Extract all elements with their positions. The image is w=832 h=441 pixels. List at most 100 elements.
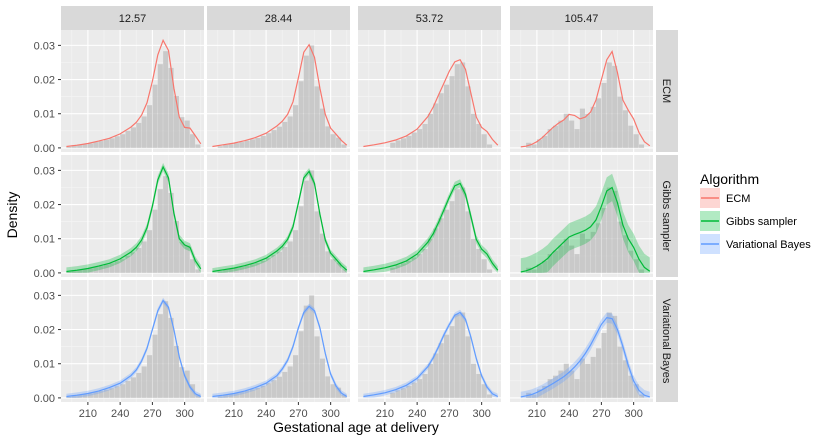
histogram-bar xyxy=(136,247,142,273)
histogram-bar xyxy=(460,187,466,273)
histogram-bar xyxy=(395,265,401,273)
histogram-bar xyxy=(104,139,110,148)
histogram-bar xyxy=(596,348,602,398)
histogram-bar xyxy=(244,140,250,148)
histogram-bar xyxy=(476,248,482,273)
y-tick-label: 0.01 xyxy=(34,234,55,246)
histogram-bar xyxy=(217,271,223,273)
histogram-bar xyxy=(282,246,288,273)
histogram-bar xyxy=(481,384,487,398)
histogram-bar xyxy=(82,144,88,148)
histogram-bar xyxy=(179,367,185,398)
y-tick-label: 0.01 xyxy=(34,109,55,121)
histogram-bar xyxy=(282,121,288,148)
histogram-bar xyxy=(325,126,331,148)
facet-panel xyxy=(61,155,204,277)
histogram-bar xyxy=(444,334,450,398)
histogram-bar xyxy=(406,260,412,273)
histogram-bar xyxy=(433,353,439,398)
histogram-bar xyxy=(282,371,288,398)
histogram-bar xyxy=(487,269,493,273)
histogram-bar xyxy=(395,390,401,398)
histogram-bar xyxy=(239,142,245,148)
column-strip xyxy=(207,6,350,30)
histogram-bar xyxy=(179,242,185,273)
histogram-bar xyxy=(639,394,645,398)
x-tick-label: 270 xyxy=(289,408,307,420)
x-axis-title: Gestational age at delivery xyxy=(273,419,439,435)
histogram-bar xyxy=(260,135,266,148)
histogram-bar xyxy=(276,376,282,398)
histogram-bar xyxy=(536,389,542,398)
histogram-bar xyxy=(255,262,261,273)
histogram-bar xyxy=(147,105,153,148)
legend-label: Variational Bayes xyxy=(726,239,811,251)
histogram-bar xyxy=(109,388,115,398)
histogram-bar xyxy=(590,106,596,148)
histogram-bar xyxy=(633,259,639,273)
histogram-bar xyxy=(163,51,169,148)
histogram-bar xyxy=(341,269,347,273)
histogram-bar xyxy=(569,245,575,273)
histogram-bar xyxy=(98,141,104,148)
histogram-bar xyxy=(553,125,559,148)
density-curve xyxy=(363,58,499,148)
histogram-bar xyxy=(66,146,72,148)
histogram-bar xyxy=(617,96,623,148)
histogram-bar xyxy=(87,268,93,273)
histogram-bar xyxy=(319,233,325,273)
row-strip-label: ECM xyxy=(660,79,672,103)
histogram-bar xyxy=(476,123,482,148)
histogram-bar xyxy=(390,392,396,398)
histogram-bar xyxy=(579,358,585,398)
histogram-bar xyxy=(542,260,548,273)
histogram-bar xyxy=(481,134,487,148)
histogram-bar xyxy=(223,144,229,148)
histogram-bar xyxy=(585,363,591,398)
histogram-bar xyxy=(276,251,282,273)
histogram-bar xyxy=(195,394,201,398)
legend-label: Gibbs sampler xyxy=(726,216,797,228)
histogram-bar xyxy=(454,64,460,148)
histogram-bar xyxy=(596,98,602,148)
histogram-bar xyxy=(298,331,304,398)
legend: Algorithm ECM Gibbs sampler Variational Ba… xyxy=(700,171,811,254)
histogram-bar xyxy=(417,379,423,398)
y-tick-label: 0.03 xyxy=(34,165,55,177)
histogram-bar xyxy=(470,238,476,273)
confidence-band xyxy=(212,168,347,273)
histogram-bar xyxy=(460,312,466,398)
histogram-bar xyxy=(147,355,153,398)
histogram-bar xyxy=(314,336,320,398)
histogram-bar xyxy=(411,132,417,148)
histogram-bar xyxy=(536,139,542,148)
histogram-bar xyxy=(266,133,272,148)
facet-panel xyxy=(358,30,501,152)
histogram-bar xyxy=(71,145,77,148)
histogram-bar xyxy=(330,384,336,398)
row-strip-label: Gibbs sampler xyxy=(660,181,672,252)
histogram-bar xyxy=(130,127,136,148)
histogram-bar xyxy=(319,108,325,148)
histogram-bar xyxy=(152,84,158,148)
histogram-bar xyxy=(481,259,487,273)
histogram-bar xyxy=(271,255,277,273)
histogram-bar xyxy=(293,105,299,148)
histogram-bar xyxy=(157,314,163,398)
histogram-bar xyxy=(309,295,315,398)
x-tick-label: 300 xyxy=(472,408,490,420)
histogram-bar xyxy=(438,93,444,148)
histogram-bar xyxy=(406,385,412,398)
histogram-bar xyxy=(71,395,77,398)
histogram-bar xyxy=(547,254,553,273)
y-tick-label: 0.00 xyxy=(34,268,55,280)
histogram-bar xyxy=(454,314,460,398)
histogram-bar xyxy=(66,396,72,398)
histogram-bar xyxy=(444,84,450,148)
histogram-bar xyxy=(314,211,320,273)
histogram-bar xyxy=(411,257,417,273)
histogram-bar xyxy=(411,382,417,398)
histogram-bar xyxy=(438,218,444,273)
histogram-bar xyxy=(152,334,158,398)
